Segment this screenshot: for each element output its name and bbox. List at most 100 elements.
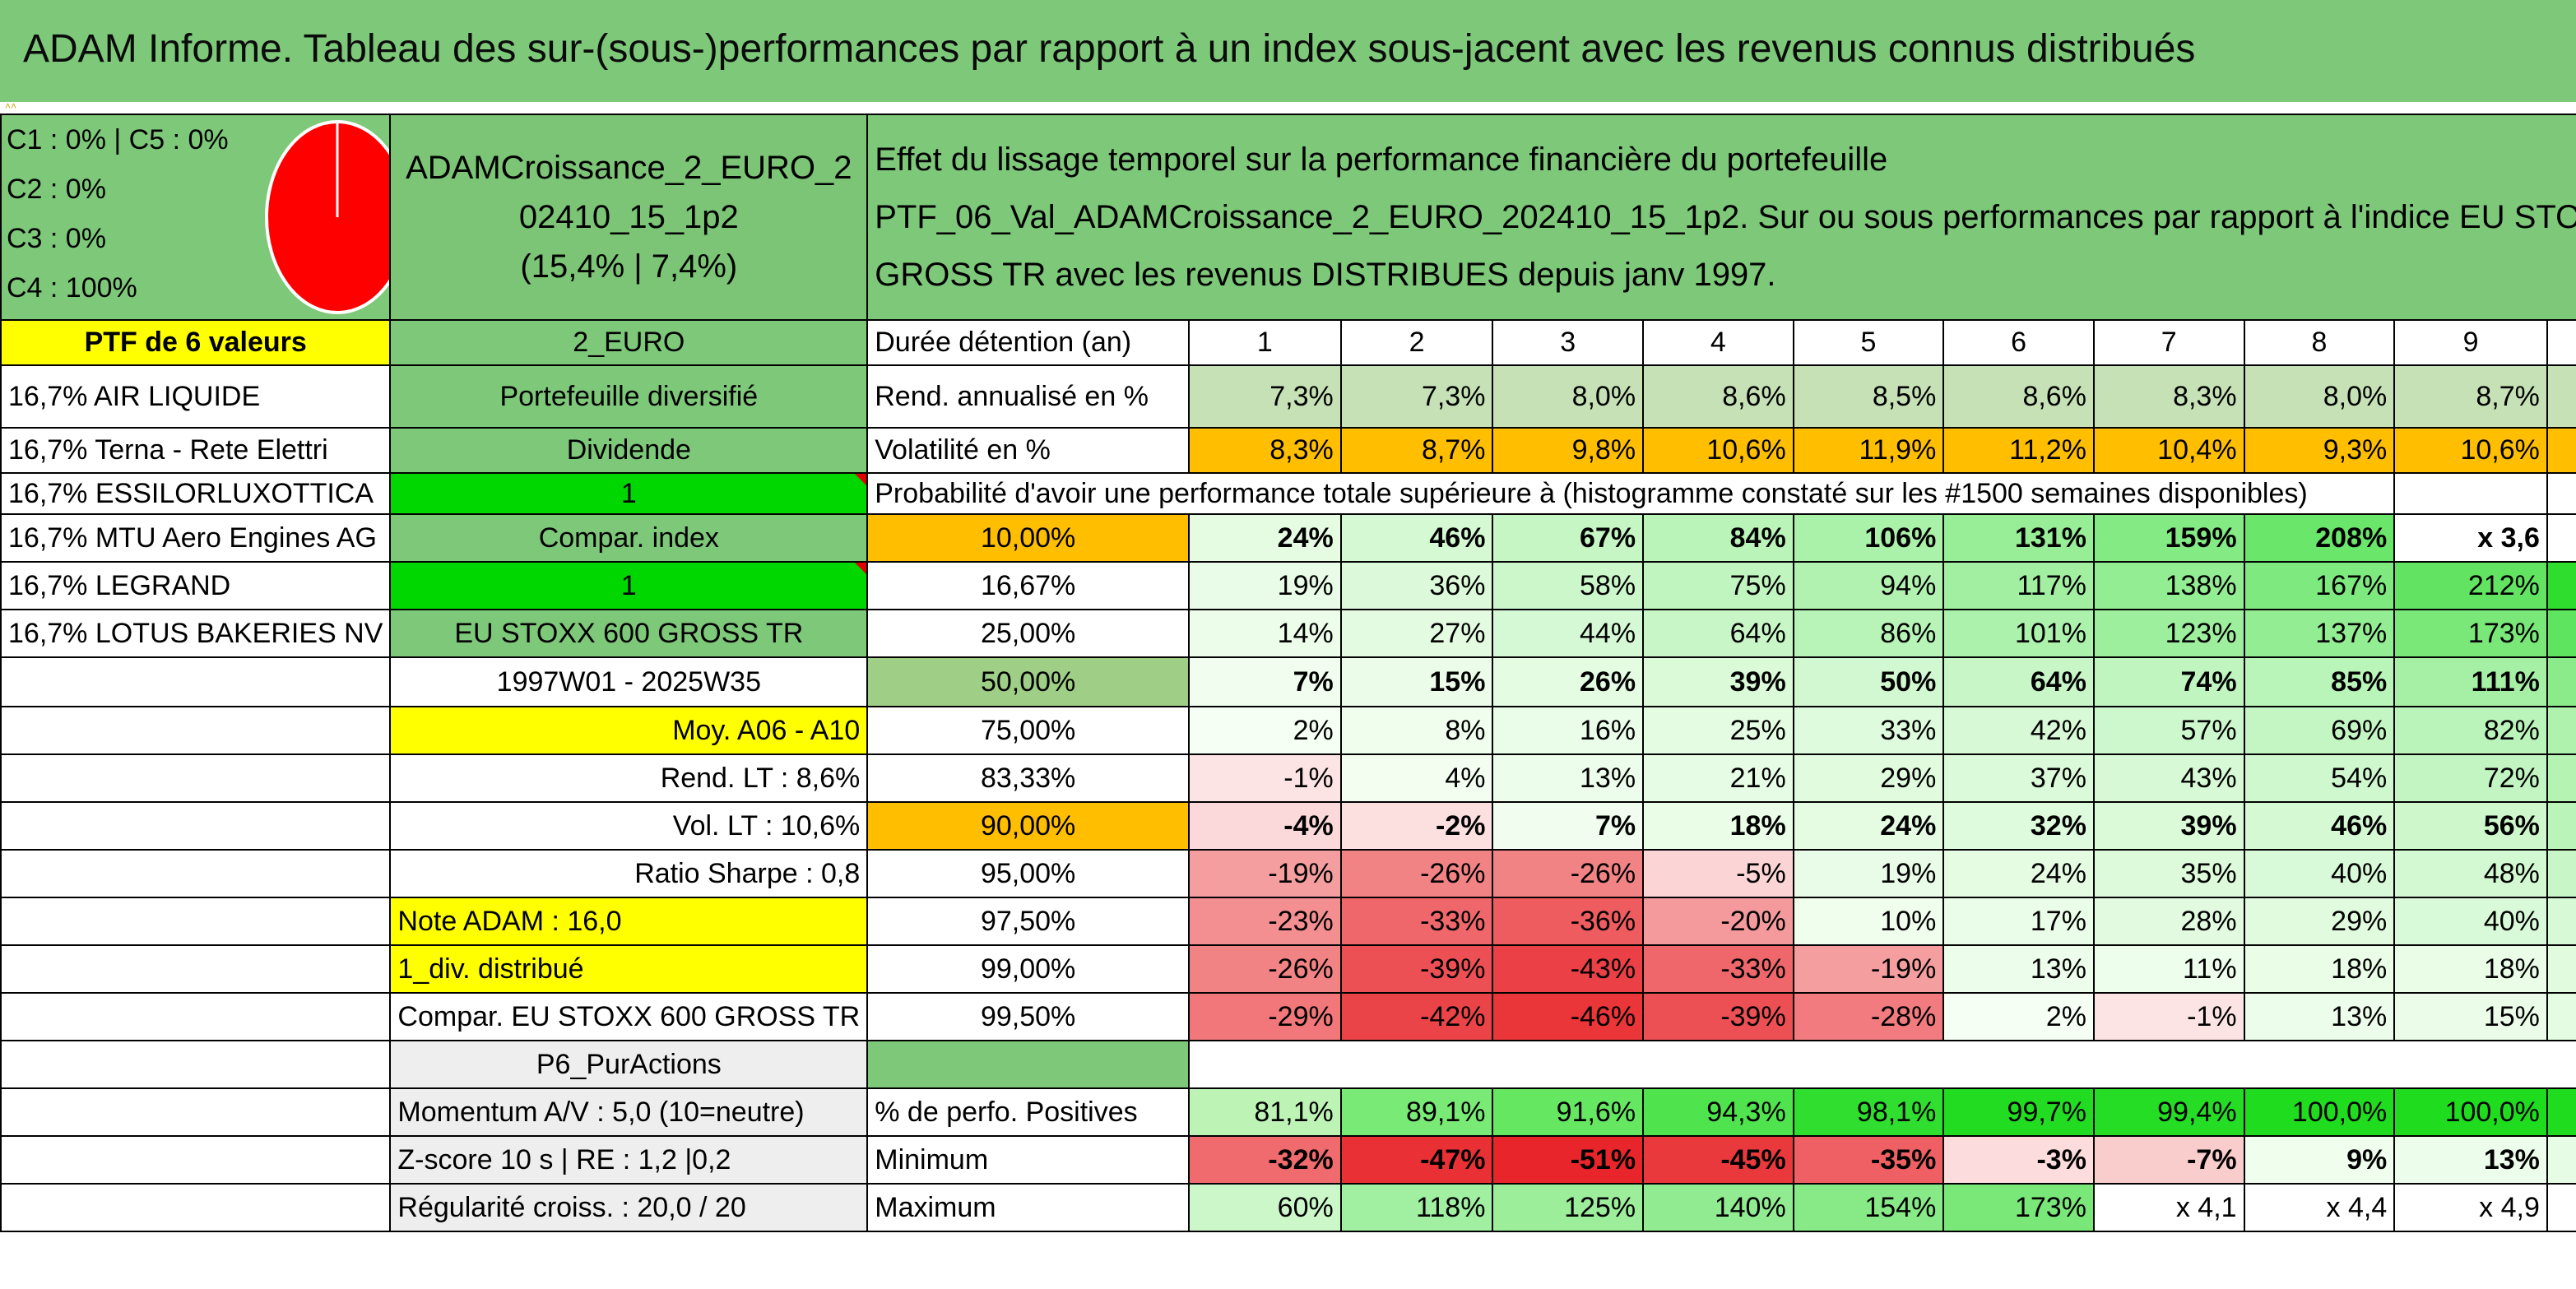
quantile-value: 131% [1942, 513, 2095, 563]
vol-value: 9,3% [2243, 427, 2396, 474]
positives-label: % de perfo. Positives [866, 1087, 1190, 1137]
quantile-value: -46% [1492, 992, 1645, 1041]
quantile-value: 2% [1942, 992, 2095, 1041]
quantile-value: -28% [1792, 992, 1945, 1041]
holdings-header: PTF de 6 valeurs [0, 319, 392, 366]
quantile-value: 13% [2243, 992, 2396, 1041]
quantile-value: 99% [2546, 706, 2576, 755]
quantile-value: 106% [1792, 513, 1945, 563]
vol-value: 11,2% [1942, 427, 2095, 474]
quantile-label: 97,50% [866, 897, 1190, 946]
quantile-label: 90,00% [866, 801, 1190, 851]
minimum-label: Minimum [866, 1135, 1190, 1185]
vol-value: 9,8% [1492, 427, 1645, 474]
moy-label: Moy. A06 - A10 [389, 706, 869, 755]
quantile-value: 91% [2546, 753, 2576, 803]
maximum-value: 154% [1792, 1183, 1945, 1232]
minimum-value: -45% [1642, 1135, 1794, 1185]
quantile-value: 212% [2393, 561, 2548, 610]
quantile-value: -19% [1187, 849, 1342, 898]
quantile-value: 44% [1492, 609, 1645, 658]
rend-value: 7,3% [1187, 364, 1342, 429]
quantile-label: 16,67% [866, 561, 1190, 610]
description-line2: PTF_06_Val_ADAMCroissance_2_EURO_202410_… [875, 199, 2576, 235]
minimum-value: -7% [2092, 1135, 2245, 1185]
quantile-value: 15% [1339, 656, 1494, 707]
momentum-label: Momentum A/V : 5,0 (10=neutre) [389, 1087, 869, 1137]
rend-label: Rend. annualisé en % [866, 364, 1190, 429]
quantile-value: 17% [1942, 897, 2095, 946]
quantile-value: 31% [2546, 944, 2576, 994]
minimum-value: 21% [2546, 1135, 2576, 1185]
rend-value: 7,3% [1339, 364, 1494, 429]
quantile-value: -43% [1492, 944, 1645, 994]
quantile-value: 8% [1339, 706, 1494, 755]
p6-spacer [866, 1040, 1190, 1089]
year-header: 3 [1492, 319, 1645, 366]
quantile-label: 99,00% [866, 944, 1190, 994]
report-title: ADAM Informe. Tableau des sur-(sous-)per… [23, 27, 2196, 71]
quantile-value: 33% [1792, 706, 1945, 755]
pie-legend-item: C2 : 0% [7, 174, 106, 205]
description-line1: Effet du lissage temporel sur la perform… [875, 141, 1888, 178]
blank-band [1188, 1040, 2576, 1089]
empty-cell [2393, 472, 2548, 515]
quantile-value: 111% [2393, 656, 2548, 707]
year-header: 7 [2092, 319, 2245, 366]
empty-cell [0, 656, 392, 707]
empty-cell [0, 706, 392, 755]
quantile-value: -33% [1642, 944, 1794, 994]
quantile-value: 167% [2243, 561, 2396, 610]
quantile-label: 75,00% [866, 706, 1190, 755]
holding-item: 16,7% LEGRAND [0, 561, 392, 610]
year-header: 4 [1642, 319, 1794, 366]
separator: ˄˄ [0, 100, 2576, 114]
holding-item: 16,7% AIR LIQUIDE [0, 364, 392, 429]
quantile-value: 24% [1792, 801, 1945, 851]
minimum-value: -3% [1942, 1135, 2095, 1185]
positives-value: 100,0% [2546, 1087, 2576, 1137]
portfolio-stats: (15,4% | 7,4%) [520, 248, 738, 285]
maximum-value: 173% [1942, 1183, 2095, 1232]
maximum-value: x 4,9 [2393, 1183, 2548, 1232]
empty-cell [0, 1183, 392, 1232]
quantile-value: 25% [1642, 706, 1794, 755]
quantile-value: 32% [1942, 801, 2095, 851]
maximum-value: x 4,1 [2092, 1183, 2245, 1232]
minimum-value: -51% [1492, 1135, 1645, 1185]
empty-cell [0, 992, 392, 1041]
quantile-value: -26% [1492, 849, 1645, 898]
quantile-value: -23% [1187, 897, 1342, 946]
quantile-value: 39% [1642, 656, 1794, 707]
positives-value: 98,1% [1792, 1087, 1945, 1137]
quantile-label: 99,50% [866, 992, 1190, 1041]
quantile-label: 83,33% [866, 753, 1190, 803]
positives-value: 94,3% [1642, 1087, 1794, 1137]
quantile-value: 84% [1642, 513, 1794, 563]
period-label: 1997W01 - 2025W35 [389, 656, 869, 707]
allocation-pie-chart [265, 120, 389, 314]
quantile-value: 86% [1792, 609, 1945, 658]
year-header: 10 [2546, 319, 2576, 366]
quantile-value: 50% [1792, 656, 1945, 707]
quantile-value: 19% [1187, 561, 1342, 610]
div-distribue: 1_div. distribué [389, 944, 869, 994]
quantile-value: -1% [2092, 992, 2245, 1041]
quantile-value: 13% [1942, 944, 2095, 994]
empty-cell [2546, 472, 2576, 515]
vol-value: 8,3% [1187, 427, 1342, 474]
positives-value: 81,1% [1187, 1087, 1342, 1137]
quantile-value: -26% [1187, 944, 1342, 994]
year-header: 1 [1187, 319, 1342, 366]
positives-value: 100,0% [2393, 1087, 2548, 1137]
vol-value: 10,6% [2393, 427, 2548, 474]
report-grid: C1 : 0% | C5 : 0% C2 : 0% C3 : 0% C4 : 100%… [0, 114, 2576, 1232]
empty-cell [0, 1040, 392, 1089]
quantile-value: 2% [1187, 706, 1342, 755]
rend-value: 8,6% [1942, 364, 2095, 429]
quantile-value: 42% [2546, 897, 2576, 946]
quantile-value: -42% [1339, 992, 1494, 1041]
maximum-value: 118% [1339, 1183, 1494, 1232]
vol-value: 11,9% [1792, 427, 1945, 474]
quantile-value: 10% [1792, 897, 1945, 946]
